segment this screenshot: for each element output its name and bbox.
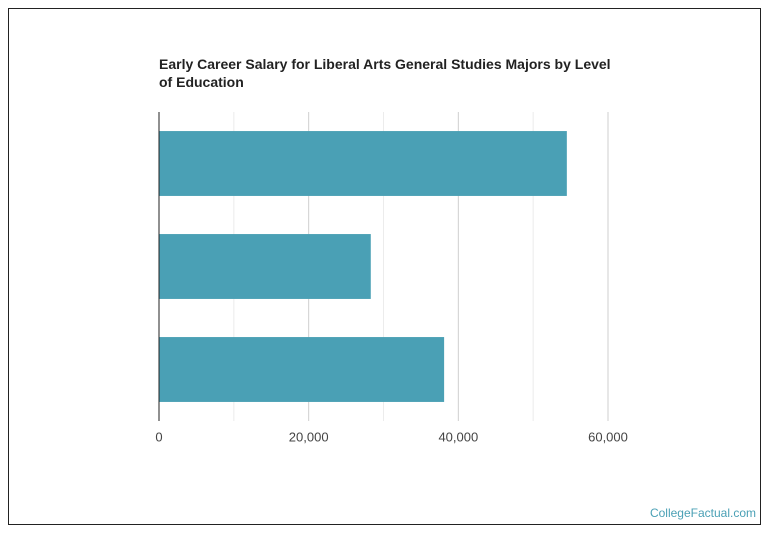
x-tick-label: 0 — [155, 429, 162, 444]
chart-frame — [8, 8, 761, 525]
bar — [159, 337, 445, 402]
source-credit[interactable]: CollegeFactual.com — [649, 506, 756, 520]
x-tick-label: 60,000 — [588, 429, 628, 444]
x-tick-label: 20,000 — [289, 429, 329, 444]
chart-title: Early Career Salary for Liberal Arts Gen… — [159, 56, 611, 90]
bar — [159, 131, 567, 196]
bar — [159, 234, 371, 299]
x-tick-label: 40,000 — [438, 429, 478, 444]
